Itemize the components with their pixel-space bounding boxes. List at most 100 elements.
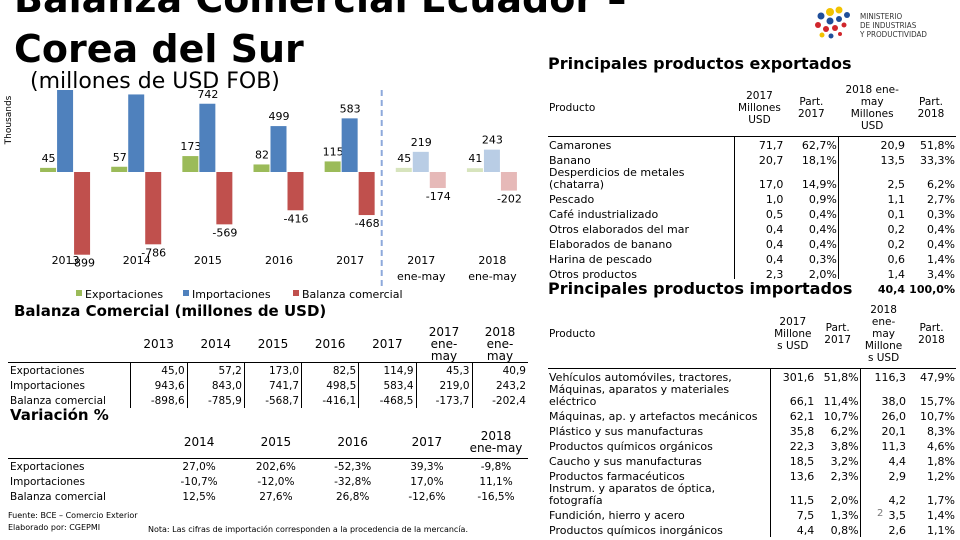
table-row: Productos farmacéuticos 13,6 2,3% 2,9 1,2% — [548, 468, 956, 483]
bar-exportaciones — [253, 164, 270, 172]
table-header: 2015 — [236, 426, 316, 459]
value-2018: 13,5 — [880, 154, 905, 167]
value-2018: 20,1 — [881, 425, 907, 438]
share-2017: 0,4% — [784, 206, 839, 221]
bar-balanza-comercial — [500, 172, 517, 191]
value-2017: 0,5 — [765, 208, 784, 221]
table-header: 2018 ene-may — [472, 326, 528, 363]
table-header-row: 2014 2015 2016 2017 2018 ene-may — [8, 426, 528, 459]
value-2017: 4,4 — [796, 524, 815, 537]
value-2018: 0,2 — [887, 238, 905, 251]
table-row: Otros elaborados del mar 0,4 0,4% 0,2 0,4% — [548, 221, 956, 236]
exported-products-table: Producto 2017 Millones USD Part. 2017 20… — [548, 80, 956, 296]
table-row: Máquinas, aparatos y materiales eléctric… — [548, 384, 956, 408]
share-2017: 0,4% — [784, 221, 839, 236]
share-2017: 0,9% — [784, 191, 839, 206]
value-2018: 3,5 — [888, 509, 907, 522]
x-tick-label: 2016 — [265, 254, 293, 267]
table-header: 2017 Millones USD — [734, 80, 785, 137]
legend-label: Importaciones — [192, 288, 271, 301]
value-2018: 20,9 — [880, 139, 905, 152]
balanza-table-title: Balanza Comercial (millones de USD) — [14, 302, 327, 320]
value-2018: 0,6 — [887, 253, 905, 266]
table-cell: -898,6 — [130, 393, 188, 408]
share-2018: 0,4% — [927, 223, 955, 236]
share-2018: 1,4% — [927, 253, 955, 266]
table-header: Part. 2018 — [907, 300, 956, 369]
data-label: 82 — [255, 148, 269, 161]
source-text: Fuente: BCE – Comercio Exterior — [8, 511, 138, 520]
table-cell: -10,7% — [180, 475, 218, 488]
table-row: Exportaciones 27,0% 202,6% -52,3% 39,3% -9,8% — [8, 459, 528, 475]
table-cell: 219,0 — [416, 378, 473, 393]
ministry-emblem-icon — [815, 6, 850, 39]
value-2018: 0,2 — [887, 223, 905, 236]
value-2017: 0,4 — [765, 238, 784, 251]
table-cell: 39,3% — [410, 460, 444, 473]
bar-exportaciones — [182, 156, 199, 172]
product-name: Banano — [548, 152, 735, 167]
table-cell: -468,5 — [358, 393, 417, 408]
table-header: 2017 — [358, 326, 416, 363]
value-2017: 1,0 — [765, 193, 784, 206]
x-tick-label: ene-may — [468, 270, 517, 283]
bar-exportaciones — [466, 168, 483, 172]
bar-exportaciones — [324, 161, 341, 172]
data-label: -786 — [141, 246, 166, 259]
product-name: Máquinas, aparatos y materiales eléctric… — [548, 384, 771, 408]
logo-text-line: DE INDUSTRIAS — [860, 21, 917, 30]
table-cell: 17,0% — [410, 475, 444, 488]
table-header: 2013 — [130, 326, 188, 363]
table-header: 2018 ene-may Millones USD — [838, 80, 906, 137]
table-row: Productos químicos orgánicos 22,3 3,8% 11,3… — [548, 438, 956, 453]
bar-balanza-comercial — [429, 172, 446, 189]
x-tick-label: 2018 — [478, 254, 506, 267]
share-2017: 11,4% — [815, 384, 861, 408]
table-row: Pescado 1,0 0,9% 1,1 2,7% — [548, 191, 956, 206]
share-2018: 0,4% — [927, 238, 955, 251]
value-2017: 0,4 — [765, 253, 784, 266]
legend-label: Exportaciones — [85, 288, 163, 301]
data-label: 173 — [180, 140, 201, 153]
table-cell: 27,0% — [182, 460, 216, 473]
table-cell: 843,0 — [187, 378, 245, 393]
x-tick-label: 2015 — [194, 254, 222, 267]
bar-importaciones — [483, 149, 500, 172]
bar-importaciones — [341, 118, 358, 172]
value-2018: 1,1 — [887, 193, 905, 206]
row-label: Balanza comercial — [10, 490, 106, 503]
share-2018: 33,3% — [920, 154, 955, 167]
share-2018: 0,3% — [927, 208, 955, 221]
value-2018: 2,5 — [887, 178, 905, 191]
table-cell: 45,3 — [416, 362, 473, 378]
data-label: 583 — [340, 102, 361, 115]
share-2018: 4,6% — [927, 440, 955, 453]
value-2018: 116,3 — [874, 371, 907, 384]
value-2018: 2,6 — [888, 524, 907, 537]
table-header: Producto — [548, 300, 771, 369]
table-header: Part. 2018 — [905, 80, 956, 137]
table-row: Máquinas, ap. y artefactos mecánicos 62,1… — [548, 408, 956, 423]
data-label: 499 — [269, 110, 290, 123]
bar-importaciones — [412, 151, 429, 172]
product-name: Otros productos — [548, 266, 735, 281]
table-row: Importaciones -10,7% -12,0% -32,8% 17,0% 11,1… — [8, 474, 528, 489]
product-name: Desperdicios de metales (chatarra) — [548, 167, 735, 191]
product-name: Café industrializado — [548, 206, 735, 221]
value-2018: 40,4 — [877, 283, 905, 296]
bar-balanza-comercial — [145, 172, 162, 245]
product-name: Otros elaborados del mar — [548, 221, 735, 236]
share-2018: 8,3% — [927, 425, 955, 438]
bar-exportaciones — [111, 166, 128, 172]
table-cell: 243,2 — [495, 379, 526, 392]
share-2018: 15,7% — [920, 395, 955, 408]
share-2017: 3,2% — [815, 453, 861, 468]
data-label: 219 — [411, 136, 432, 149]
share-2017: 18,1% — [784, 152, 839, 167]
share-2017: 0,3% — [784, 251, 839, 266]
table-row: Desperdicios de metales (chatarra) 17,0 14… — [548, 167, 956, 191]
product-name: Productos químicos orgánicos — [548, 438, 771, 453]
legend-swatch — [76, 290, 82, 296]
value-2017: 71,7 — [758, 139, 784, 152]
table-cell: -9,8% — [480, 460, 512, 473]
